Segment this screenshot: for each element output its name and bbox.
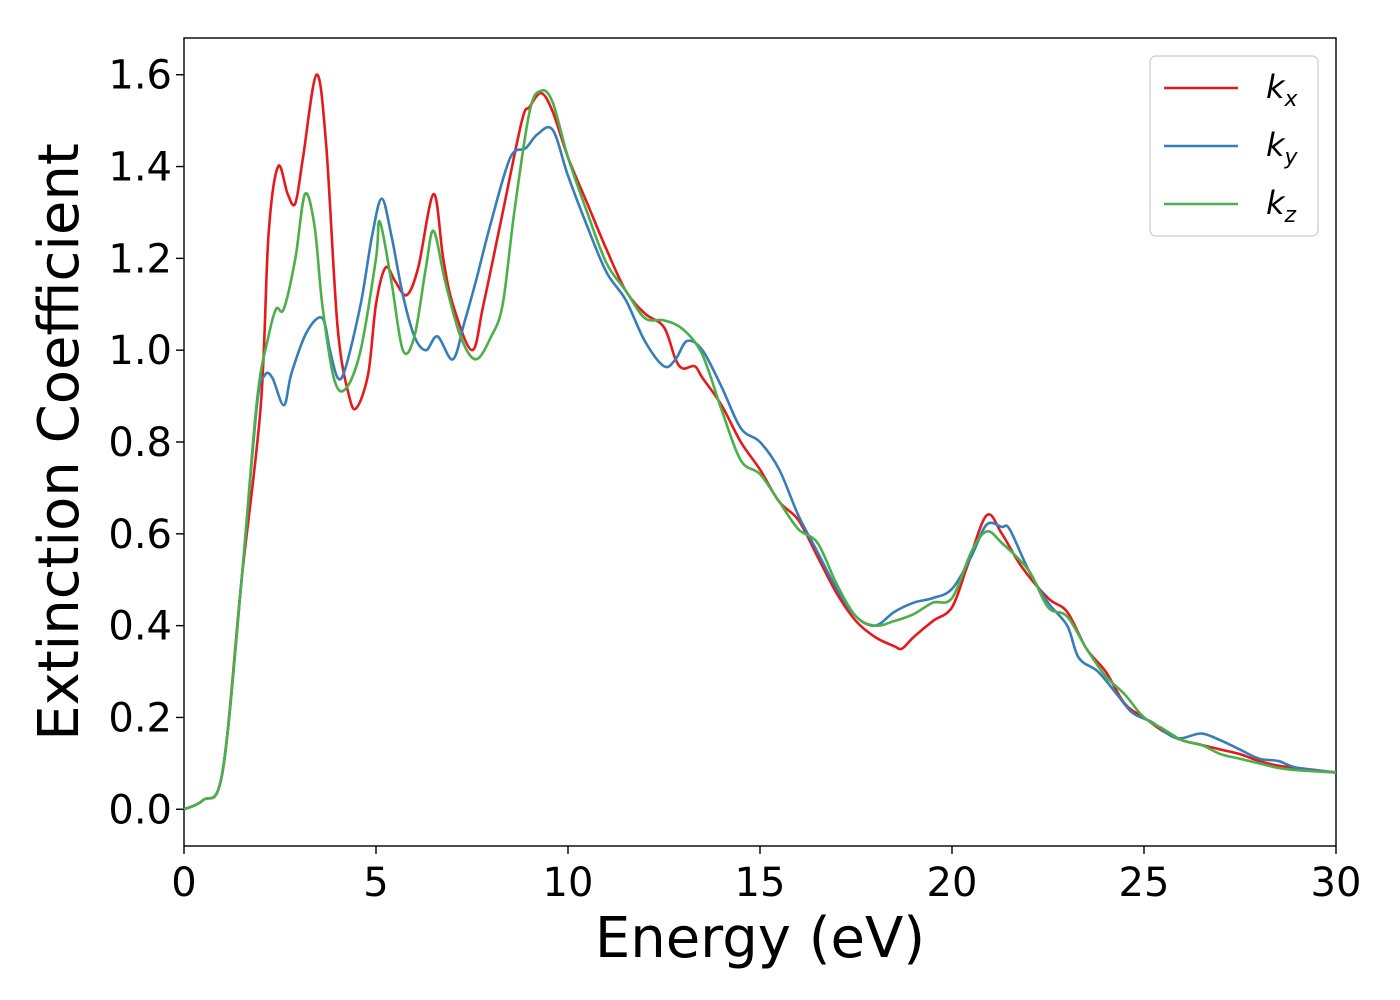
x-tick-label: 5 <box>363 860 388 906</box>
y-tick-label: 1.4 <box>108 145 172 191</box>
y-tick-label: 1.6 <box>108 53 172 99</box>
x-tick-label: 15 <box>735 860 786 906</box>
x-tick-label: 10 <box>543 860 594 906</box>
y-tick-label: 0.6 <box>108 512 172 558</box>
x-tick-label: 20 <box>927 860 978 906</box>
x-axis-ticks: 0 5 10 15 20 25 30 <box>171 846 1361 906</box>
y-axis-label: Extinction Coefficient <box>27 143 92 741</box>
x-axis-label: Energy (eV) <box>595 906 925 971</box>
x-tick-label: 30 <box>1311 860 1362 906</box>
series-line-kz <box>183 89 1337 811</box>
y-axis-ticks: 0.0 0.2 0.4 0.6 0.8 1.0 1.2 1.4 1.6 <box>108 53 184 833</box>
series-line-kx <box>183 73 1337 811</box>
y-tick-label: 1.2 <box>108 236 172 282</box>
y-tick-label: 0.2 <box>108 695 172 741</box>
y-tick-label: 0.4 <box>108 604 172 650</box>
y-tick-label: 0.8 <box>108 420 172 466</box>
x-tick-label: 25 <box>1119 860 1170 906</box>
y-tick-label: 1.0 <box>108 328 172 374</box>
series-line-ky <box>183 125 1337 811</box>
series-layer <box>183 73 1337 811</box>
y-tick-label: 0.0 <box>108 787 172 833</box>
x-tick-label: 0 <box>171 860 196 906</box>
